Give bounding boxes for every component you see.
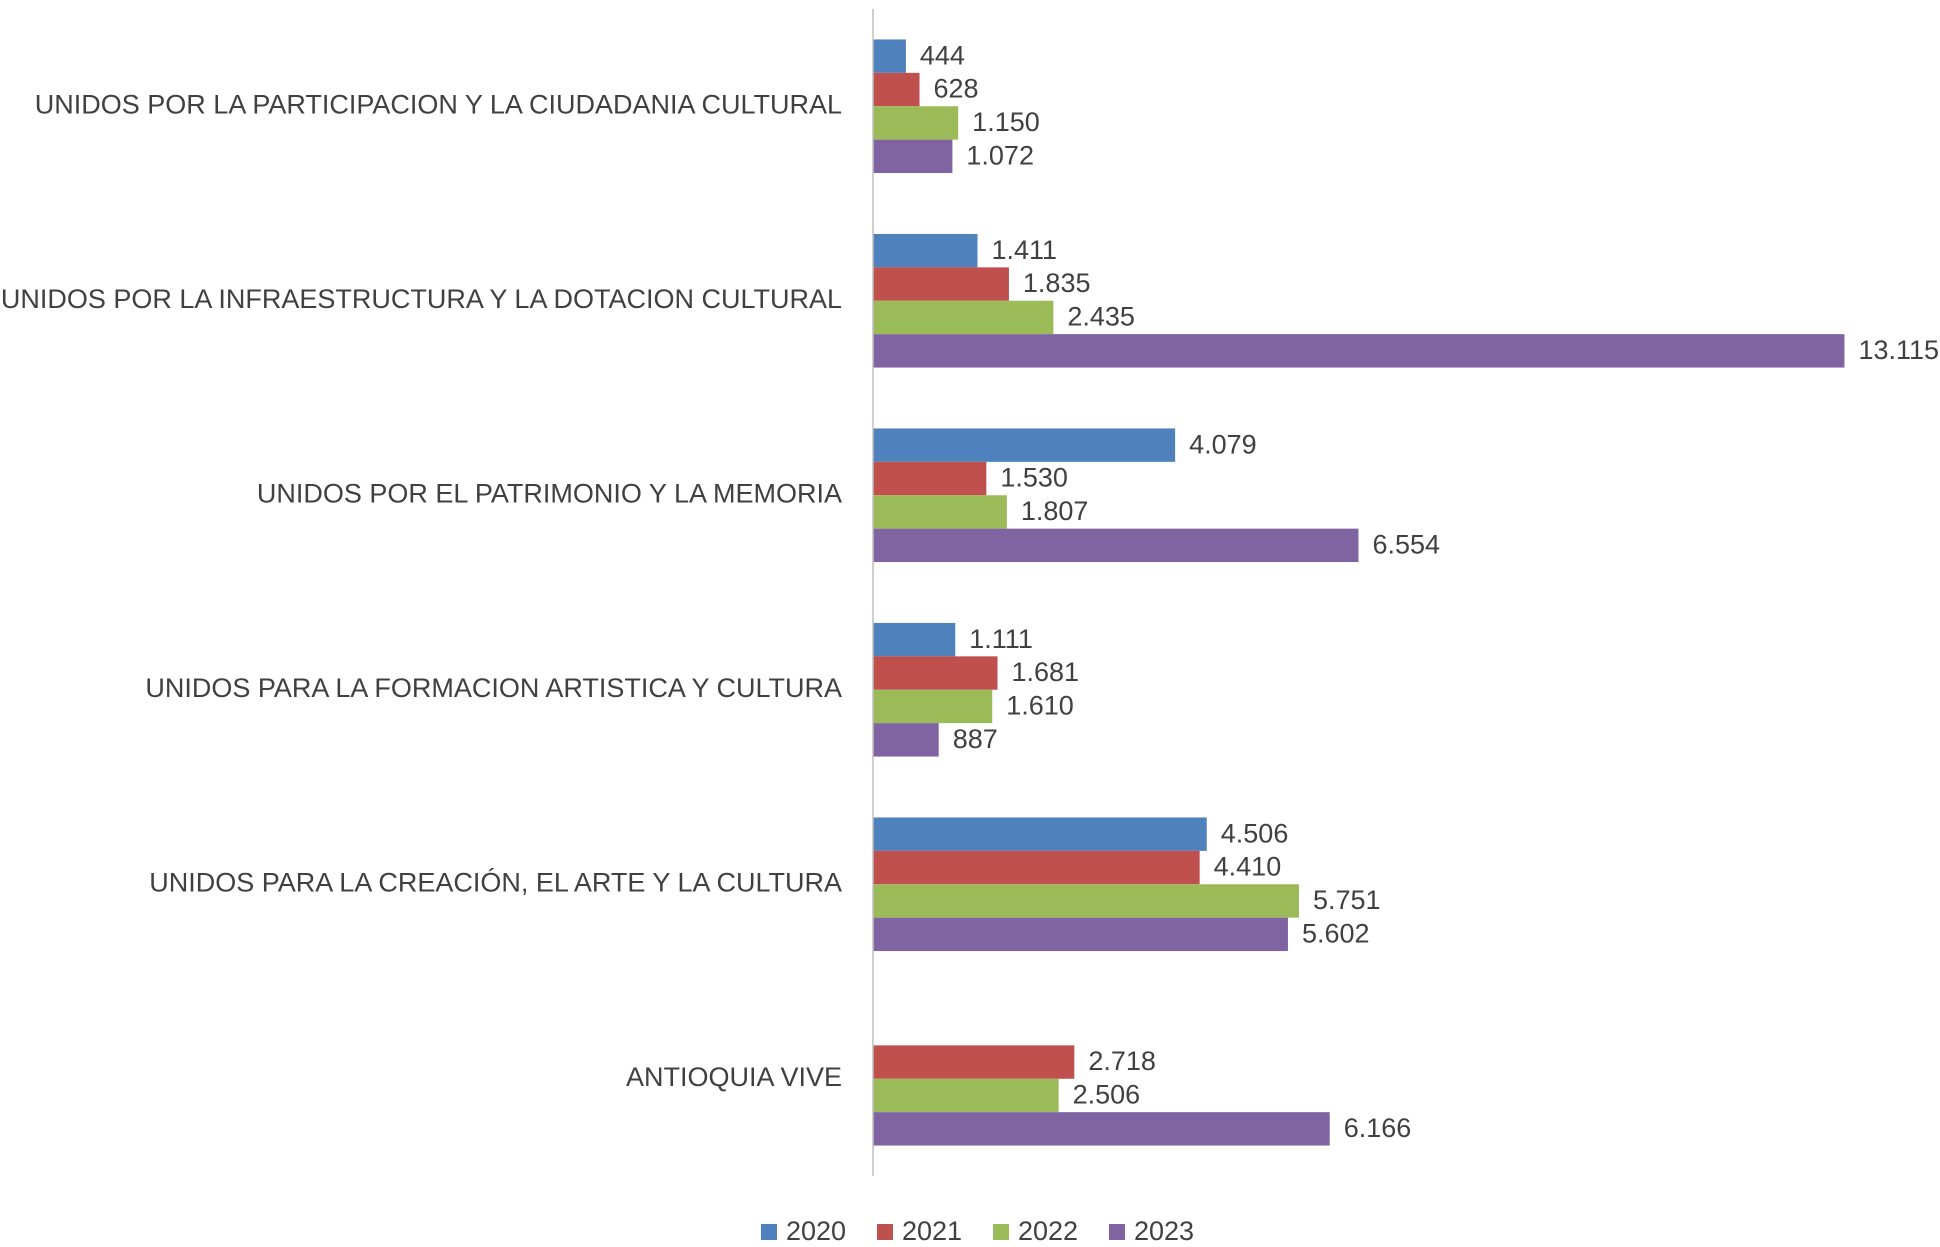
- data-label: 13.115: [1858, 335, 1939, 365]
- data-label: 1.807: [1021, 496, 1089, 526]
- bar: [873, 850, 1200, 885]
- bar: [873, 917, 1288, 952]
- data-label: 5.751: [1313, 885, 1381, 915]
- bar: [873, 39, 906, 73]
- bar: [873, 528, 1359, 563]
- bar: [873, 656, 998, 690]
- data-label: 1.835: [1023, 268, 1091, 298]
- legend-label: 2022: [1018, 1216, 1078, 1246]
- bar: [873, 461, 987, 496]
- data-label: 1.072: [966, 140, 1034, 170]
- category-label: UNIDOS POR EL PATRIMONIO Y LA MEMORIA: [257, 478, 842, 508]
- bar: [873, 495, 1007, 529]
- bar: [873, 817, 1207, 851]
- legend-label: 2023: [1134, 1216, 1194, 1246]
- legend-swatch: [877, 1224, 893, 1240]
- bar: [873, 106, 959, 140]
- bar: [873, 334, 1845, 368]
- category-label: UNIDOS POR LA PARTICIPACION Y LA CIUDADA…: [35, 89, 842, 119]
- bar: [873, 72, 920, 107]
- bar: [873, 1078, 1059, 1113]
- category-label: UNIDOS PARA LA FORMACION ARTISTICA Y CUL…: [145, 673, 842, 703]
- data-label: 887: [953, 724, 998, 754]
- data-label: 5.602: [1302, 918, 1370, 948]
- data-label: 2.506: [1073, 1080, 1141, 1110]
- bar: [873, 267, 1009, 301]
- category-label: ANTIOQUIA VIVE: [626, 1062, 842, 1092]
- category-label: UNIDOS PARA LA CREACIÓN, EL ARTE Y LA CU…: [149, 866, 842, 897]
- bar: [873, 1112, 1330, 1146]
- data-label: 1.411: [992, 235, 1058, 265]
- data-label: 1.610: [1006, 691, 1074, 721]
- legend-swatch: [993, 1224, 1009, 1240]
- legend-swatch: [1109, 1224, 1125, 1240]
- bar: [873, 428, 1176, 462]
- category-label: UNIDOS POR LA INFRAESTRUCTURA Y LA DOTAC…: [1, 284, 842, 314]
- data-label: 2.718: [1088, 1046, 1156, 1076]
- bar: [873, 723, 939, 757]
- data-label: 4.079: [1189, 429, 1257, 459]
- legend-label: 2020: [786, 1216, 846, 1246]
- bar: [873, 139, 953, 174]
- data-label: 6.554: [1372, 529, 1440, 559]
- data-label: 6.166: [1344, 1113, 1412, 1143]
- data-label: 1.111: [969, 624, 1033, 654]
- bar: [873, 622, 956, 657]
- data-label: 1.150: [972, 107, 1040, 137]
- legend-label: 2021: [902, 1216, 962, 1246]
- data-label: 2.435: [1067, 302, 1135, 332]
- data-label: 1.530: [1000, 463, 1068, 493]
- bar: [873, 233, 978, 268]
- bar: [873, 300, 1054, 335]
- legend-swatch: [761, 1224, 777, 1240]
- data-label: 4.506: [1221, 818, 1289, 848]
- data-label: 444: [920, 40, 965, 70]
- bar: [873, 1045, 1075, 1079]
- data-label: 4.410: [1214, 852, 1282, 882]
- data-label: 1.681: [1012, 657, 1080, 687]
- bar: [873, 689, 993, 724]
- bar: [873, 884, 1299, 918]
- data-label: 628: [934, 74, 979, 104]
